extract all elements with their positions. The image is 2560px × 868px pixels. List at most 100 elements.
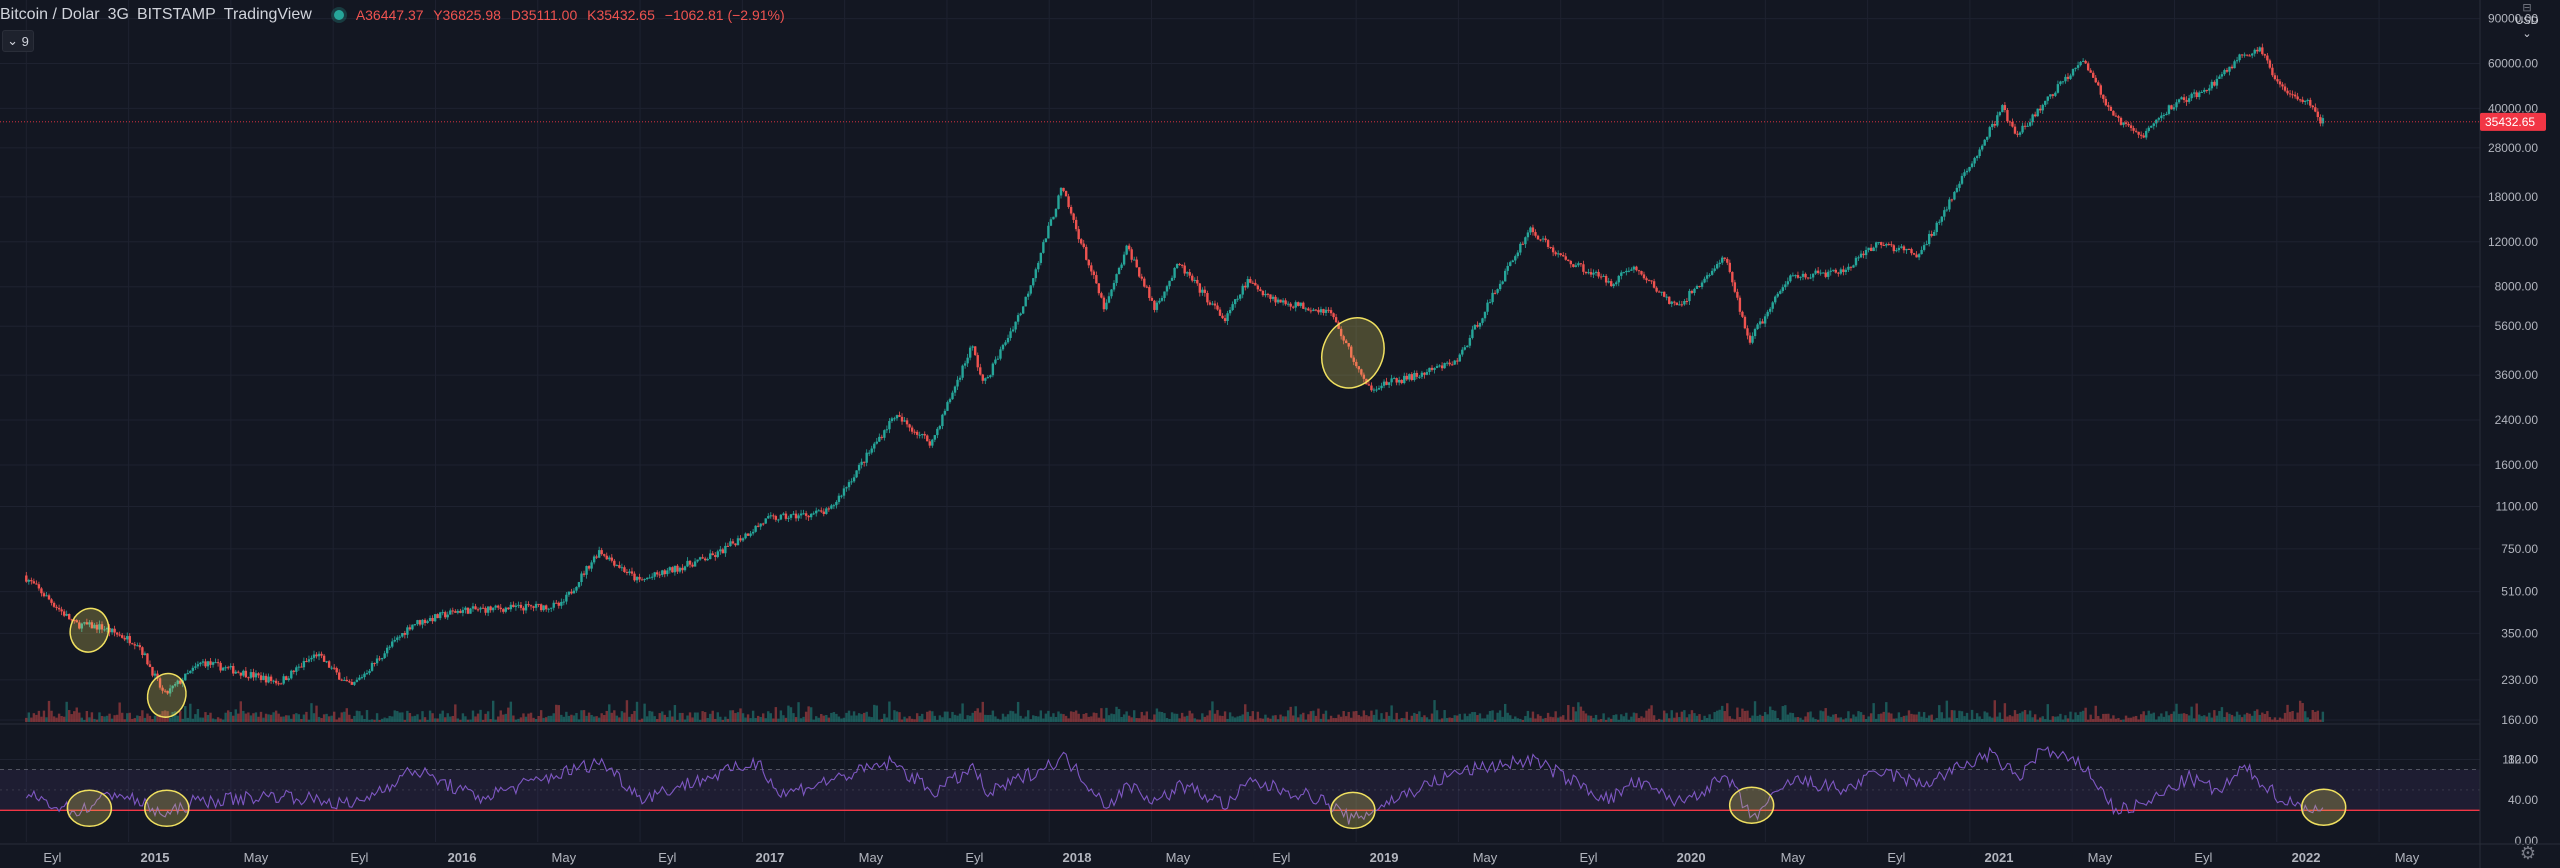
candle-body [701, 557, 704, 559]
volume-bar [999, 719, 1002, 722]
candle-body [436, 614, 439, 619]
volume-bar [2167, 715, 2171, 722]
volume-bar [1443, 710, 1446, 722]
candle-body [2023, 125, 2027, 127]
candle-body [454, 611, 457, 613]
candle-body [2177, 99, 2181, 103]
volume-bar [1188, 710, 1191, 722]
price-tick-label: 160.00 [2501, 713, 2538, 727]
volume-bar [204, 712, 207, 722]
candle-body [2092, 72, 2095, 78]
candle-body [1645, 278, 1648, 281]
candle-body [1360, 369, 1363, 375]
volume-bar [2006, 716, 2009, 722]
candle-body [1107, 296, 1111, 303]
candle-body [40, 588, 43, 594]
candle-body [1900, 246, 1903, 248]
candle-body [1062, 187, 1065, 191]
volume-bar [403, 719, 407, 722]
candle-body [1329, 310, 1333, 314]
candle-body [221, 667, 225, 671]
symbol-legend[interactable]: Bitcoin / Dolar 3G BITSTAMP TradingView … [0, 4, 791, 26]
candle-body [1244, 285, 1247, 288]
volume-bar [1786, 714, 1790, 722]
volume-bar [126, 713, 129, 722]
volume-bar [1148, 719, 1151, 722]
candle-body [721, 549, 725, 554]
volume-bar [2306, 717, 2309, 722]
volume-bar [936, 719, 939, 722]
candle-body [2298, 99, 2302, 101]
volume-bar [1915, 714, 1918, 722]
candle-body [408, 627, 412, 630]
volume-bar [885, 717, 889, 722]
candle-body [1440, 365, 1444, 369]
candle-body [211, 662, 215, 665]
interval[interactable]: 3G [107, 6, 129, 23]
volume-bar [2008, 715, 2012, 722]
candle-body [1430, 367, 1434, 370]
volume-bar [2248, 713, 2251, 722]
candle-body [2124, 122, 2128, 124]
candle-body [375, 658, 379, 664]
volume-bar [802, 716, 805, 722]
volume-bar [918, 716, 921, 722]
volume-bar [391, 716, 394, 722]
candle-body [1047, 225, 1050, 239]
candle-body [345, 679, 349, 682]
volume-bar [1021, 718, 1025, 722]
volume-bar [933, 715, 937, 722]
candle-body [1852, 265, 1855, 268]
volume-bar [1809, 711, 1812, 722]
volume-bar [1574, 711, 1578, 722]
candle-body [128, 636, 131, 644]
volume-bar [961, 703, 964, 722]
candle-body [302, 661, 306, 668]
volume-bar [921, 713, 924, 722]
candle-body [1042, 242, 1045, 253]
close-value: K35432.65 [587, 7, 655, 23]
price-scale[interactable]: 90000.0060000.0040000.0028000.0018000.00… [2479, 0, 2560, 868]
candle-body [2097, 82, 2100, 86]
rsi-panel[interactable] [0, 745, 2480, 825]
price-tick-label: 28000.00 [2488, 141, 2538, 155]
candle-body [1562, 255, 1565, 257]
indicators-toggle-button[interactable]: ⌄ 9 [2, 30, 34, 52]
time-scale[interactable]: Eyl 2015 May Eyl 2016 May Eyl 2017 May Eyl 2018 May… [0, 843, 2560, 865]
candle-body [1756, 324, 1759, 330]
symbol-name[interactable]: Bitcoin / Dolar [0, 6, 100, 23]
volume-bar [1309, 711, 1313, 722]
candle-body [1057, 195, 1060, 209]
gear-icon[interactable]: ⚙ [2519, 843, 2536, 863]
volume-bar [1289, 706, 1292, 722]
volume-bar [1642, 717, 1646, 722]
volume-bar [2016, 713, 2019, 722]
candle-body [1980, 145, 1984, 150]
volume-bar [1294, 706, 1297, 722]
volume-bar [2281, 718, 2284, 722]
candle-body [1688, 290, 1691, 302]
volume-bar [138, 716, 142, 722]
candle-body [703, 558, 707, 561]
time-tick-label: Eyl [350, 850, 368, 865]
volume-bar [825, 714, 828, 722]
volume-bar [923, 719, 926, 722]
volume-bar [1637, 717, 1641, 722]
candle-body [1713, 268, 1716, 271]
candle-body [1907, 248, 1911, 250]
volume-bar [1584, 713, 1588, 722]
volume-bar [209, 712, 212, 722]
candle-body [2220, 74, 2224, 77]
candle-body [751, 531, 755, 534]
candle-body [1418, 376, 1421, 378]
candle-body [2139, 134, 2143, 136]
candle-body [310, 657, 313, 660]
currency-selector[interactable]: ⊟ USD ⌄ [2510, 2, 2544, 41]
candle-body [1211, 303, 1214, 305]
highlight-ellipse [1330, 791, 1376, 830]
candle-body [852, 477, 856, 482]
candle-body [645, 577, 649, 580]
price-candles[interactable] [25, 43, 2325, 697]
candle-body [2278, 81, 2282, 85]
